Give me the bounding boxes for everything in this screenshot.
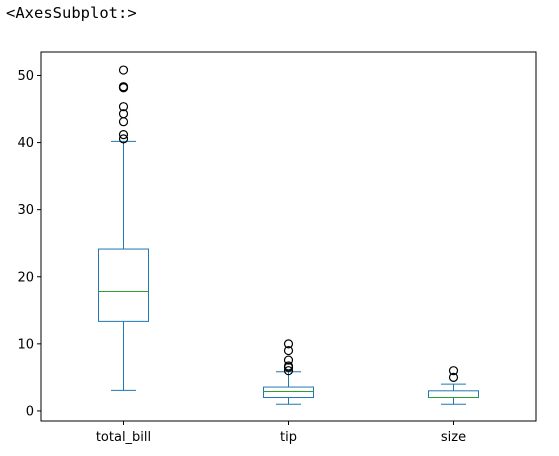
x-tick-label: tip (280, 430, 297, 445)
flier-point (118, 134, 129, 144)
y-tick-label: 50 (17, 69, 34, 84)
flier-point (283, 345, 294, 356)
box-total_bill (98, 65, 149, 391)
flier-point (118, 109, 129, 119)
y-tick-label: 10 (17, 337, 34, 352)
box-tip (263, 339, 314, 405)
flier-point (118, 102, 129, 112)
flier-point (448, 372, 459, 382)
iqr-box (428, 390, 479, 399)
box-size (428, 366, 479, 405)
x-ticks: total_bill tip size (96, 421, 466, 445)
y-tick-label: 40 (17, 136, 34, 151)
plot-axes (40, 51, 537, 422)
flier-point (283, 355, 294, 365)
flier-point (283, 366, 294, 376)
flier-point (118, 82, 129, 92)
iqr-box (98, 248, 149, 322)
plot-frame (40, 51, 537, 422)
y-tick-label: 30 (17, 203, 34, 218)
output-repr-text: <AxesSubplot:> (6, 4, 137, 22)
flier-point (283, 361, 294, 371)
iqr-box (263, 386, 314, 399)
y-tick-label: 0 (26, 404, 34, 419)
flier-point (448, 366, 459, 376)
y-tick-label: 20 (17, 270, 34, 285)
boxes (98, 65, 479, 405)
x-tick-label: total_bill (96, 430, 151, 445)
y-ticks: 0 10 20 30 40 50 (17, 69, 41, 419)
x-tick-label: size (441, 430, 466, 445)
flier-point (118, 129, 129, 140)
flier-point (283, 339, 294, 349)
flier-point (118, 65, 129, 75)
flier-point (118, 117, 129, 127)
